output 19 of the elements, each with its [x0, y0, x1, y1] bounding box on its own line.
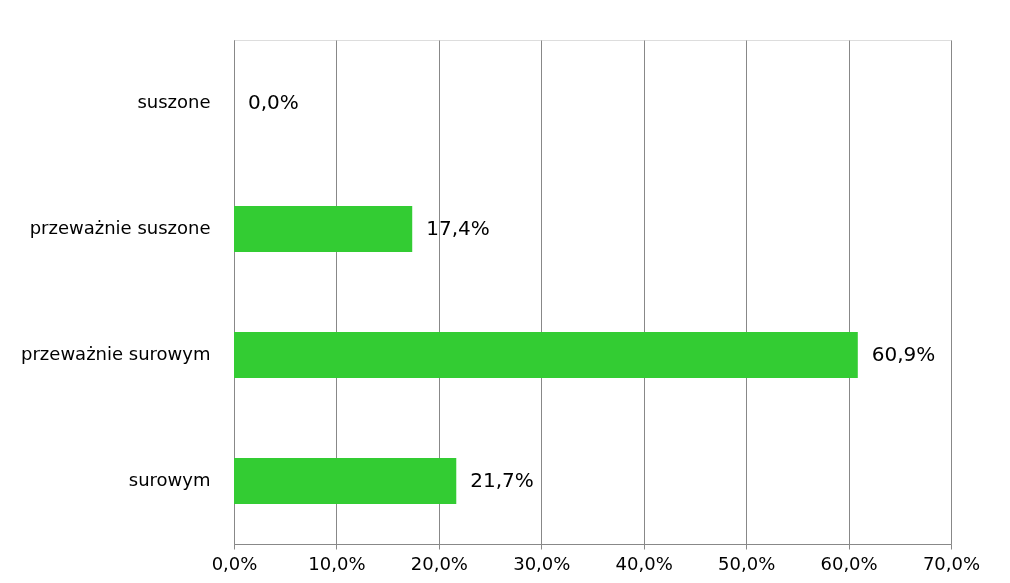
data-label: 60,9%: [871, 342, 936, 366]
y-tick-label: przeważnie surowym: [21, 343, 211, 364]
x-tick-label: 30,0%: [513, 552, 571, 574]
y-tick-label: surowym: [128, 469, 211, 490]
bar: [234, 332, 858, 378]
x-tick-label: 40,0%: [615, 552, 673, 574]
x-tick-label: 70,0%: [922, 552, 981, 574]
x-tick-label: 50,0%: [718, 552, 776, 574]
x-tick-label: 20,0%: [410, 552, 468, 574]
x-tick-label: 60,0%: [820, 552, 878, 574]
x-tick-label: 10,0%: [308, 552, 366, 574]
data-label: 21,7%: [470, 468, 534, 492]
bar: [234, 206, 413, 252]
bar: [234, 458, 457, 504]
y-tick-label: przeważnie suszone: [29, 217, 211, 238]
y-tick-label: suszone: [137, 91, 211, 112]
x-tick-label: 0,0%: [211, 552, 258, 574]
data-label: 17,4%: [426, 216, 490, 240]
data-label: 0,0%: [248, 90, 299, 114]
